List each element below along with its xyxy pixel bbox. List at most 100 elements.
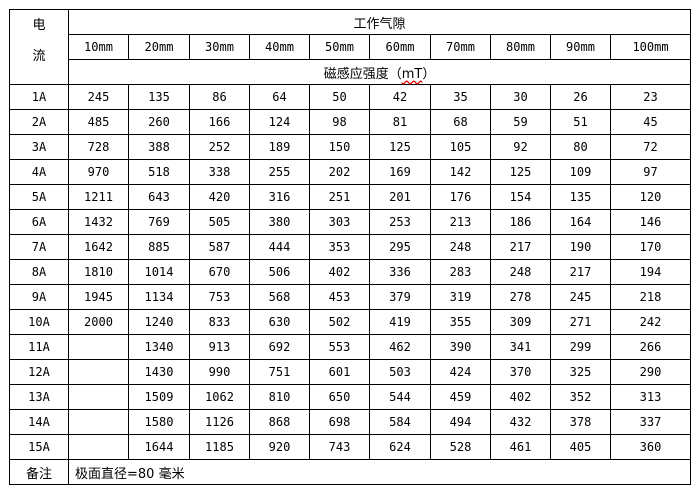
value-cell: 30 — [490, 84, 551, 110]
value-cell: 584 — [369, 409, 431, 435]
value-cell: 59 — [490, 109, 551, 135]
value-cell: 1014 — [128, 259, 190, 285]
value-cell: 150 — [309, 134, 370, 160]
current-header: 电 流 — [9, 9, 69, 85]
value-cell: 1211 — [68, 184, 129, 210]
current-cell: 14A — [9, 409, 69, 435]
table-row: 8A 1810 1014 670 506 402 336 283 248 217 194 — [9, 259, 692, 285]
value-cell: 544 — [369, 384, 431, 410]
current-cell: 9A — [9, 284, 69, 310]
value-cell: 169 — [369, 159, 431, 185]
value-cell: 164 — [550, 209, 611, 235]
value-cell: 503 — [369, 359, 431, 385]
value-cell: 135 — [128, 84, 190, 110]
value-cell: 833 — [189, 309, 250, 335]
value-cell: 341 — [490, 334, 551, 360]
value-cell: 26 — [550, 84, 611, 110]
table-row: 1A 245 135 86 64 50 42 35 30 26 23 — [9, 84, 692, 110]
table-row: 5A 1211 643 420 316 251 201 176 154 135 120 — [9, 184, 692, 210]
value-cell: 1240 — [128, 309, 190, 335]
value-cell — [68, 359, 129, 385]
note-row: 备注 极面直径=80 毫米 — [9, 459, 692, 485]
gap-header: 30mm — [189, 34, 250, 60]
value-cell: 135 — [550, 184, 611, 210]
value-cell: 868 — [249, 409, 310, 435]
value-cell: 217 — [550, 259, 611, 285]
value-cell: 1430 — [128, 359, 190, 385]
value-cell: 353 — [309, 234, 370, 260]
value-cell: 355 — [430, 309, 491, 335]
value-cell: 698 — [309, 409, 370, 435]
gap-header: 90mm — [550, 34, 611, 60]
value-cell: 68 — [430, 109, 491, 135]
value-cell: 313 — [609, 384, 692, 410]
value-cell: 213 — [430, 209, 491, 235]
value-cell: 453 — [309, 284, 370, 310]
value-cell: 248 — [430, 234, 491, 260]
value-cell: 913 — [189, 334, 250, 360]
value-cell: 252 — [189, 134, 250, 160]
value-cell: 217 — [490, 234, 551, 260]
table-row: 11A 1340 913 692 553 462 390 341 299 266 — [9, 334, 692, 360]
current-cell: 6A — [9, 209, 69, 235]
value-cell: 253 — [369, 209, 431, 235]
magnetic-field-table: 电 流 工作气隙 10mm 20mm 30mm 40mm 50mm 60mm 70mm 80m… — [9, 9, 692, 485]
value-cell: 1126 — [189, 409, 250, 435]
value-cell: 728 — [68, 134, 129, 160]
value-cell: 35 — [430, 84, 491, 110]
value-cell: 1642 — [68, 234, 129, 260]
value-cell: 743 — [309, 434, 370, 460]
current-cell: 10A — [9, 309, 69, 335]
value-cell: 601 — [309, 359, 370, 385]
value-cell: 271 — [550, 309, 611, 335]
header-row-gaps: 10mm 20mm 30mm 40mm 50mm 60mm 70mm 80mm 90mm 100m… — [10, 34, 692, 60]
gap-header: 20mm — [128, 34, 190, 60]
value-cell: 419 — [369, 309, 431, 335]
value-cell: 630 — [249, 309, 310, 335]
gap-header: 10mm — [68, 34, 129, 60]
value-cell: 92 — [490, 134, 551, 160]
value-cell: 459 — [430, 384, 491, 410]
table-row: 12A 1430 990 751 601 503 424 370 325 290 — [9, 359, 692, 385]
value-cell: 518 — [128, 159, 190, 185]
value-cell: 51 — [550, 109, 611, 135]
value-cell: 283 — [430, 259, 491, 285]
value-cell — [68, 409, 129, 435]
gap-header: 40mm — [249, 34, 310, 60]
value-cell: 624 — [369, 434, 431, 460]
value-cell: 146 — [609, 209, 692, 235]
field-title: 磁感应强度（mT） — [67, 59, 692, 85]
value-cell: 278 — [490, 284, 551, 310]
value-cell: 1062 — [189, 384, 250, 410]
value-cell: 245 — [550, 284, 611, 310]
value-cell: 461 — [490, 434, 551, 460]
value-cell: 380 — [249, 209, 310, 235]
value-cell: 360 — [609, 434, 692, 460]
value-cell: 970 — [68, 159, 129, 185]
table-row: 10A 2000 1240 833 630 502 419 355 309 271 242 — [9, 309, 692, 335]
value-cell: 1644 — [128, 434, 190, 460]
value-cell: 186 — [490, 209, 551, 235]
current-cell: 7A — [9, 234, 69, 260]
value-cell: 325 — [550, 359, 611, 385]
value-cell: 45 — [609, 109, 692, 135]
table-row: 6A 1432 769 505 380 303 253 213 186 164 146 — [9, 209, 692, 235]
current-cell: 1A — [9, 84, 69, 110]
value-cell: 166 — [189, 109, 250, 135]
value-cell: 402 — [309, 259, 370, 285]
value-cell: 80 — [550, 134, 611, 160]
value-cell: 920 — [249, 434, 310, 460]
current-label-line2: 流 — [32, 49, 46, 64]
value-cell: 251 — [309, 184, 370, 210]
value-cell: 462 — [369, 334, 431, 360]
value-cell: 154 — [490, 184, 551, 210]
value-cell: 125 — [490, 159, 551, 185]
value-cell: 260 — [128, 109, 190, 135]
table-row: 14A 1580 1126 868 698 584 494 432 378 337 — [9, 409, 692, 435]
value-cell: 42 — [369, 84, 431, 110]
value-cell: 201 — [369, 184, 431, 210]
value-cell: 1580 — [128, 409, 190, 435]
table-row: 2A 485 260 166 124 98 81 68 59 51 45 — [9, 109, 692, 135]
value-cell: 336 — [369, 259, 431, 285]
value-cell: 337 — [609, 409, 692, 435]
